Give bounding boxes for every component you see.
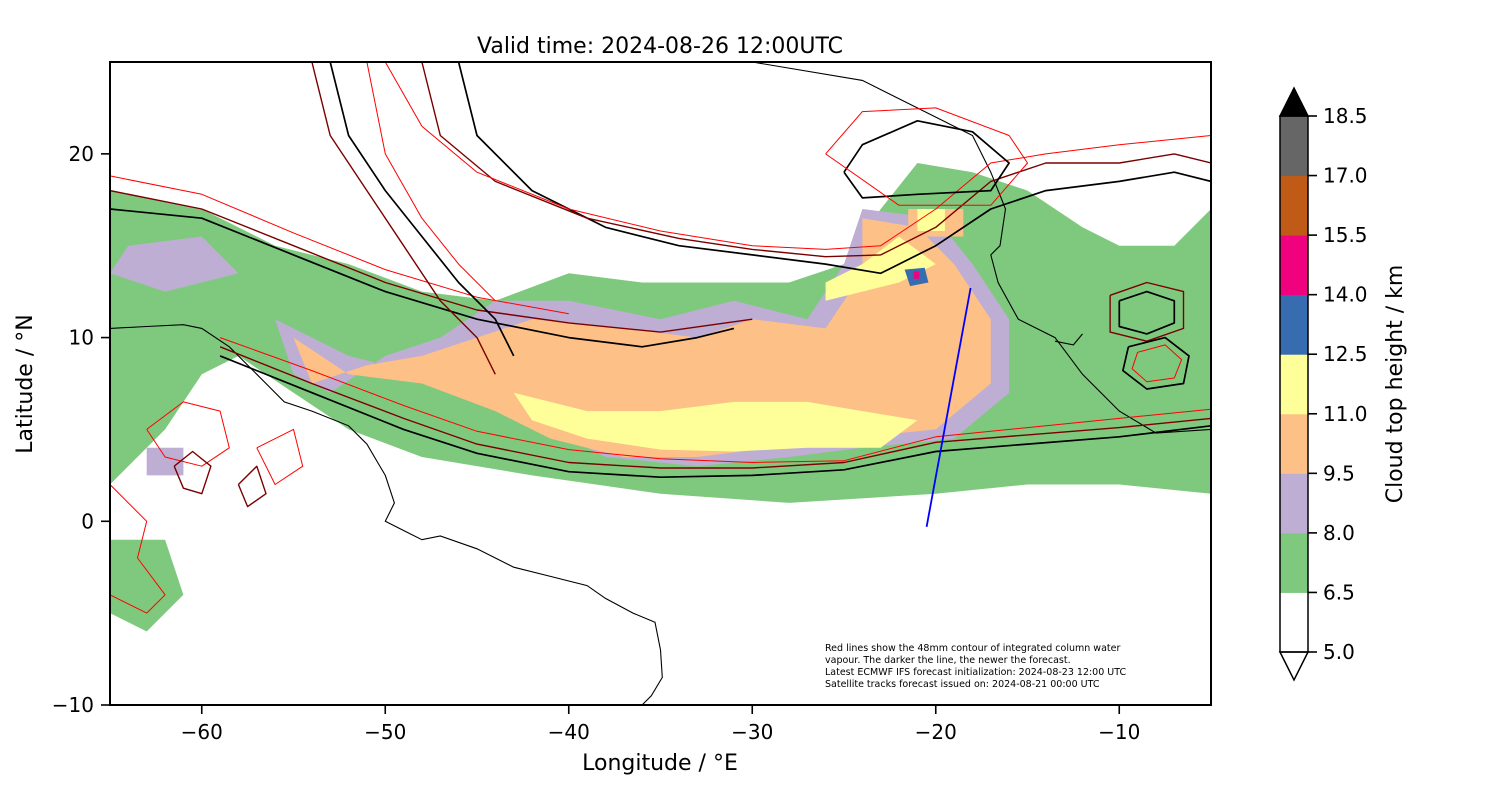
satellite-track-layer bbox=[925, 287, 972, 527]
colorbar-segment bbox=[1280, 116, 1308, 177]
water-vapour-contour bbox=[219, 346, 1211, 469]
colorbar-frame bbox=[1279, 115, 1309, 653]
map-area: Red lines show the 48mm contour of integ… bbox=[110, 62, 1211, 705]
water-vapour-contour bbox=[1118, 290, 1176, 335]
coastline-2 bbox=[752, 62, 1211, 434]
annotation-line-4: Satellite tracks forecast issued on: 202… bbox=[825, 679, 1100, 690]
x-tick-label: −30 bbox=[731, 720, 773, 744]
x-axis: −60 −50 −40 −30 −20 −10 bbox=[181, 705, 1140, 744]
cloud-region-level-2 bbox=[110, 236, 239, 292]
coastline-1 bbox=[110, 324, 663, 705]
water-vapour-contour bbox=[329, 62, 515, 357]
water-vapour-contour bbox=[110, 208, 735, 348]
water-vapour-contour bbox=[1131, 344, 1183, 383]
y-tick-label: 0 bbox=[81, 509, 94, 533]
water-vapour-contour bbox=[384, 62, 1211, 250]
cloud-region-level-1 bbox=[110, 539, 184, 632]
colorbar-label: Cloud top height / km bbox=[1383, 265, 1408, 504]
water-vapour-contour bbox=[173, 450, 212, 495]
water-vapour-contour bbox=[110, 189, 753, 333]
x-tick-label: −50 bbox=[364, 720, 406, 744]
cloud-region-level-6 bbox=[913, 271, 920, 279]
water-vapour-contour bbox=[146, 401, 230, 467]
map-title: Valid time: 2024-08-26 12:00UTC bbox=[477, 34, 843, 59]
colorbar-tick-label: 6.5 bbox=[1323, 580, 1355, 604]
colorbar-tick-label: 5.0 bbox=[1323, 640, 1355, 664]
water-vapour-contour bbox=[457, 62, 1211, 275]
colorbar-tick-label: 17.0 bbox=[1323, 164, 1368, 188]
cloud-region-level-4 bbox=[513, 392, 918, 452]
coastline-layer bbox=[110, 62, 1211, 705]
x-tick-label: −40 bbox=[548, 720, 590, 744]
colorbar-extend-min bbox=[1278, 651, 1310, 682]
satellite-track bbox=[925, 287, 972, 527]
colorbar-tick-label: 12.5 bbox=[1323, 342, 1368, 366]
x-axis-label: Longitude / °E bbox=[582, 751, 738, 776]
colorbar-tick-label: 11.0 bbox=[1323, 402, 1368, 426]
colorbar-extend-max bbox=[1278, 86, 1310, 117]
annotation-line-3: Latest ECMWF IFS forecast initialization… bbox=[825, 667, 1126, 678]
cloud-region-level-2 bbox=[146, 447, 184, 476]
water-vapour-contour bbox=[110, 175, 569, 315]
water-vapour-contour bbox=[237, 465, 267, 508]
colorbar-tick-label: 18.5 bbox=[1323, 104, 1368, 128]
water-vapour-contour bbox=[1122, 336, 1190, 390]
map-frame bbox=[109, 61, 1212, 706]
water-vapour-contour bbox=[421, 62, 1211, 258]
colorbar-segment bbox=[1280, 235, 1308, 296]
cloud-region-level-3 bbox=[293, 218, 991, 457]
annotation-line-1: Red lines show the 48mm contour of integ… bbox=[825, 643, 1120, 654]
y-tick-label: 10 bbox=[69, 326, 94, 350]
y-tick-label: −10 bbox=[52, 693, 94, 717]
coastline-3 bbox=[1054, 333, 1083, 346]
water-vapour-contour bbox=[219, 337, 1211, 463]
water-vapour-contour bbox=[1109, 281, 1185, 342]
colorbar-segment bbox=[1280, 294, 1308, 355]
colorbar-segment bbox=[1280, 592, 1308, 653]
annotation-line-2: vapour. The darker the line, the newer t… bbox=[825, 655, 1071, 666]
water-vapour-contour-layer bbox=[110, 62, 1211, 614]
water-vapour-contour bbox=[311, 62, 496, 375]
x-tick-label: −10 bbox=[1098, 720, 1140, 744]
cloud-top-height-layer bbox=[110, 163, 1211, 632]
colorbar-segment bbox=[1280, 473, 1308, 534]
colorbar-segment bbox=[1280, 175, 1308, 236]
colorbar-tick-label: 15.5 bbox=[1323, 223, 1368, 247]
x-tick-label: −20 bbox=[915, 720, 957, 744]
water-vapour-contour bbox=[256, 428, 304, 485]
cloud-region-level-4 bbox=[825, 236, 936, 301]
water-vapour-contour bbox=[366, 62, 496, 302]
y-axis: −10 0 10 20 bbox=[52, 142, 110, 717]
colorbar-segment bbox=[1280, 532, 1308, 593]
y-axis-label: Latitude / °N bbox=[13, 314, 38, 453]
colorbar-tick-label: 14.0 bbox=[1323, 283, 1368, 307]
colorbar-tick-label: 9.5 bbox=[1323, 461, 1355, 485]
water-vapour-contour bbox=[825, 107, 1028, 206]
water-vapour-contour bbox=[843, 119, 1010, 199]
map-annotation: Red lines show the 48mm contour of integ… bbox=[825, 643, 1126, 690]
colorbar-segment bbox=[1280, 413, 1308, 474]
water-vapour-contour bbox=[110, 484, 166, 614]
colorbar: 5.0 6.5 8.0 9.5 11.0 12.5 14.0 15.5 17.0 18.5 bbox=[1278, 86, 1368, 682]
colorbar-tick-label: 8.0 bbox=[1323, 521, 1355, 545]
colorbar-segment bbox=[1280, 354, 1308, 415]
water-vapour-contour bbox=[219, 355, 1211, 479]
y-tick-label: 20 bbox=[69, 142, 94, 166]
x-tick-label: −60 bbox=[181, 720, 223, 744]
